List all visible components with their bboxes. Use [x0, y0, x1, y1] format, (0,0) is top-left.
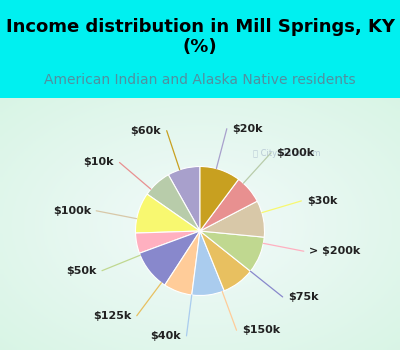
Text: $100k: $100k [53, 206, 91, 216]
Wedge shape [200, 231, 250, 291]
Text: $10k: $10k [84, 158, 114, 167]
Text: $40k: $40k [150, 331, 181, 341]
Wedge shape [200, 167, 238, 231]
Wedge shape [136, 194, 200, 233]
Text: $20k: $20k [232, 124, 263, 134]
Wedge shape [136, 231, 200, 253]
Text: ⓘ City-Data.com: ⓘ City-Data.com [254, 148, 321, 158]
Wedge shape [200, 231, 264, 271]
Text: $60k: $60k [131, 126, 161, 136]
Wedge shape [168, 167, 200, 231]
Wedge shape [200, 201, 264, 237]
Wedge shape [140, 231, 200, 285]
Text: American Indian and Alaska Native residents: American Indian and Alaska Native reside… [44, 74, 356, 88]
Text: $125k: $125k [93, 311, 131, 321]
Wedge shape [200, 179, 257, 231]
Text: $30k: $30k [307, 196, 337, 206]
Text: $50k: $50k [66, 266, 97, 276]
Text: $75k: $75k [288, 292, 318, 302]
Text: > $200k: > $200k [309, 246, 360, 256]
Text: Income distribution in Mill Springs, KY
(%): Income distribution in Mill Springs, KY … [6, 18, 394, 56]
Wedge shape [165, 231, 200, 295]
Wedge shape [192, 231, 224, 295]
Text: $200k: $200k [276, 148, 314, 158]
Text: $150k: $150k [242, 325, 280, 335]
Wedge shape [147, 175, 200, 231]
